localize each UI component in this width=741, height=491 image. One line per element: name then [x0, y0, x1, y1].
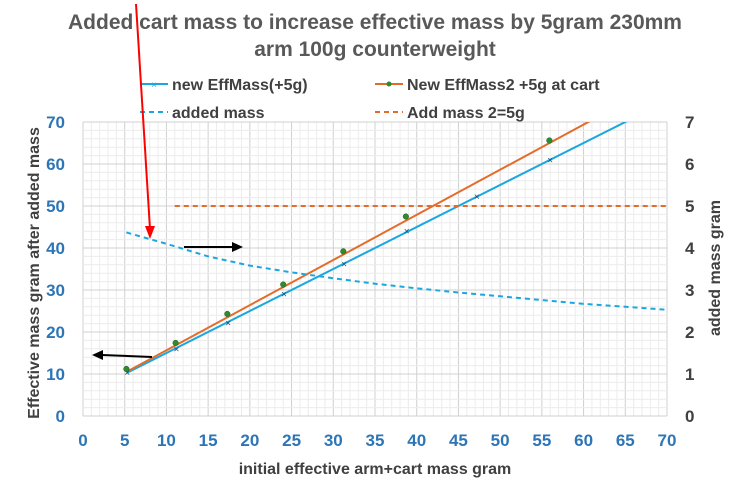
y2-tick-label: 2 [685, 323, 694, 342]
x-tick-label: 25 [282, 431, 301, 450]
series-line-1 [126, 122, 591, 373]
plot-area [126, 122, 667, 374]
legend: × new EffMass(+5g) New EffMass2 +5g at c… [140, 77, 600, 122]
y-tick-label: 60 [46, 155, 65, 174]
data-point-x: × [124, 368, 130, 379]
y2-tick-label: 0 [685, 407, 694, 426]
data-point-x: × [547, 155, 553, 166]
y-tick-label: 10 [46, 365, 65, 384]
chart-title-line-1: Added cart mass to increase effective ma… [68, 11, 682, 34]
x-tick-label: 30 [324, 431, 343, 450]
arrow-left-icon [92, 350, 103, 360]
legend-item-add-mass-2: Add mass 2=5g [375, 105, 525, 122]
data-point-x: × [341, 259, 347, 270]
x-tick-label: 60 [574, 431, 593, 450]
data-point-dot [123, 365, 130, 373]
legend-item-added-mass: added mass [140, 105, 265, 122]
legend-label-new-effmass2: New EffMass2 +5g at cart [407, 77, 600, 94]
legend-label-add-mass-2: Add mass 2=5g [407, 105, 525, 122]
data-point-dot [172, 339, 179, 346]
x-tick-label: 40 [407, 431, 426, 450]
annotations [92, 3, 243, 360]
chart-title-line-2: arm 100g counterweight [254, 38, 496, 61]
y-tick-label: 0 [56, 407, 65, 426]
y-tick-label: 40 [46, 239, 65, 258]
y-tick-label: 70 [46, 113, 65, 132]
x-tick-label: 20 [240, 431, 259, 450]
x-tick-label: 15 [199, 431, 218, 450]
legend-marker-dot-icon [386, 81, 392, 87]
black-arrow-left [101, 354, 153, 358]
legend-marker-x-icon: × [151, 80, 157, 91]
grid [82, 121, 668, 417]
x-tick-label: 65 [616, 431, 635, 450]
data-point-dot [402, 213, 409, 220]
legend-item-new-effmass2: New EffMass2 +5g at cart [375, 77, 600, 94]
y-tick-label: 50 [46, 197, 65, 216]
y2-axis-title: added mass gram [707, 200, 724, 336]
y2-tick-label: 7 [685, 113, 694, 132]
x-tick-label: 0 [78, 431, 87, 450]
tick-labels: 0 5 10 15 20 25 30 35 40 45 50 55 60 65 70010203040506… [46, 113, 695, 450]
red-annotation-arrow [135, 3, 151, 230]
legend-label-new-effmass: new EffMass(+5g) [172, 77, 308, 94]
series-line-0 [126, 122, 628, 374]
legend-label-added-mass: added mass [172, 105, 265, 122]
chart-title: Added cart mass to increase effective ma… [68, 11, 682, 61]
data-point-x: × [474, 192, 480, 203]
data-point-x: × [174, 344, 180, 355]
x-tick-label: 35 [366, 431, 385, 450]
x-tick-label: 50 [491, 431, 510, 450]
data-point-dot [546, 137, 553, 144]
legend-item-new-effmass: × new EffMass(+5g) [140, 77, 308, 94]
y-tick-label: 30 [46, 281, 65, 300]
y-axis-title: Effective mass gram after added mass [26, 127, 43, 419]
data-point-dot [224, 310, 231, 317]
data-point-x: × [281, 290, 287, 301]
data-point-x: × [225, 319, 231, 330]
y2-tick-label: 5 [685, 197, 694, 216]
x-tick-label: 55 [532, 431, 551, 450]
y2-tick-label: 1 [685, 365, 694, 384]
data-point-dot [340, 248, 347, 255]
y2-tick-label: 3 [685, 281, 694, 300]
y2-tick-label: 4 [685, 239, 695, 258]
x-tick-label: 10 [157, 431, 176, 450]
x-tick-label: 45 [449, 431, 468, 450]
y-tick-label: 20 [46, 323, 65, 342]
data-point-dot [280, 281, 287, 288]
series-line-2 [126, 231, 667, 311]
x-tick-label: 70 [658, 431, 677, 450]
x-axis-title: initial effective arm+cart mass gram [239, 461, 512, 478]
data-point-x: × [404, 227, 410, 238]
y2-tick-label: 6 [685, 155, 694, 174]
series-layer: × × × × × × × × [123, 122, 667, 379]
x-tick-label: 5 [120, 431, 129, 450]
red-arrowhead-icon [145, 226, 155, 239]
arrow-right-icon [232, 242, 243, 252]
